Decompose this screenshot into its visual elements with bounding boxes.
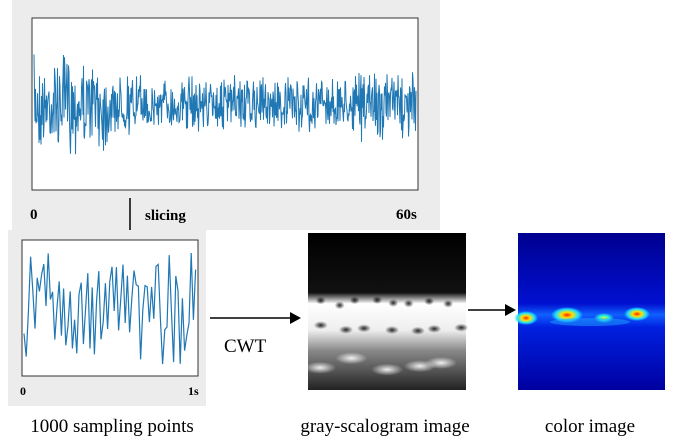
texture — [335, 352, 368, 365]
texture — [443, 299, 454, 308]
texture — [388, 298, 399, 307]
texture — [427, 324, 442, 333]
texture — [424, 297, 435, 306]
texture — [349, 296, 360, 305]
cwt-label: CWT — [224, 336, 267, 357]
caption: gray-scalogram image — [300, 416, 469, 437]
texture — [410, 326, 425, 335]
texture — [384, 326, 399, 335]
texture — [338, 325, 353, 334]
texture — [425, 356, 458, 369]
texture — [315, 296, 326, 305]
cwt-arrowhead — [290, 312, 301, 324]
color-scalogram — [514, 233, 665, 390]
caption: 1000 sampling points — [30, 416, 194, 437]
color-arrowhead — [505, 304, 516, 316]
texture — [372, 296, 383, 305]
texture — [334, 301, 345, 310]
top-end-label: 60s — [396, 207, 417, 223]
slice-end-label: 1s — [188, 384, 199, 398]
texture — [304, 361, 337, 374]
gray-scalogram — [304, 233, 469, 390]
texture — [357, 324, 372, 333]
slice-start-label: 0 — [20, 384, 26, 398]
texture — [313, 321, 328, 330]
top-start-label: 0 — [30, 207, 38, 223]
texture — [403, 299, 414, 308]
long-signal — [33, 54, 417, 155]
texture — [371, 363, 404, 376]
caption: color image — [545, 416, 635, 437]
short-signal — [23, 252, 197, 365]
slice-label: slicing — [145, 208, 186, 224]
texture — [454, 323, 469, 332]
